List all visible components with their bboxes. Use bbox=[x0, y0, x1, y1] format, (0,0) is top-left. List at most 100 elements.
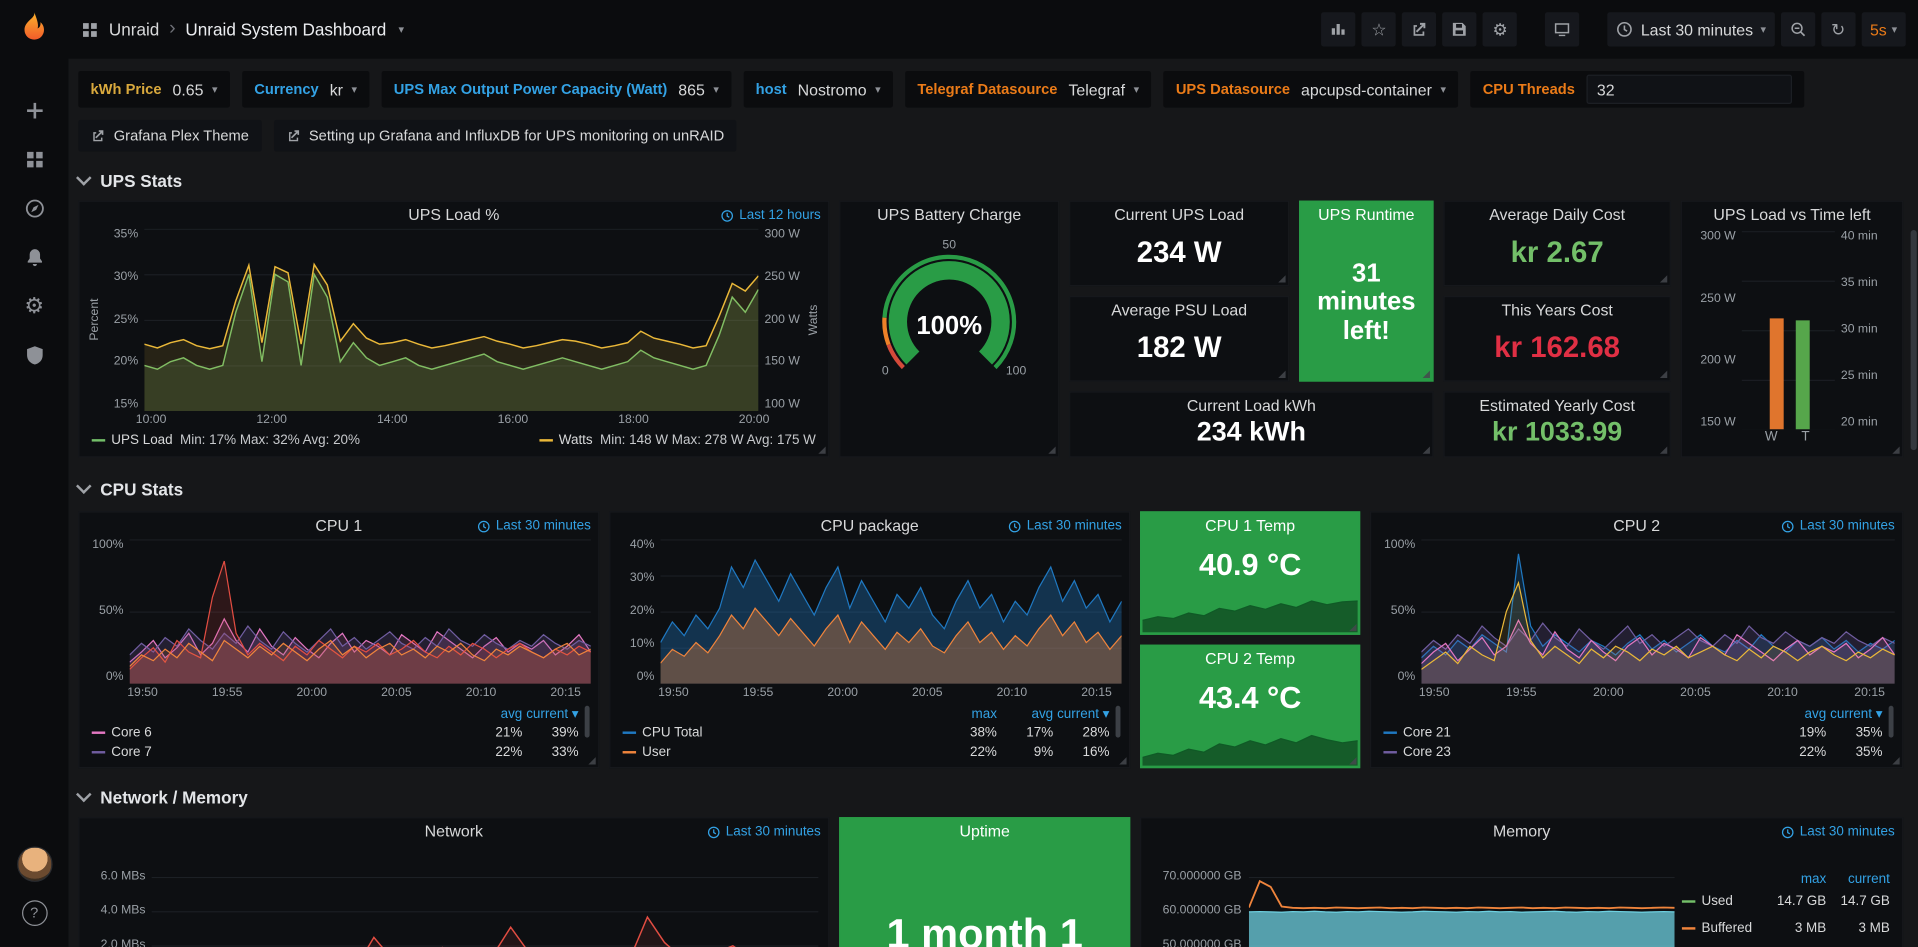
legend-column-header[interactable]: avg bbox=[1031, 706, 1054, 722]
panel-ups-battery-charge: UPS Battery Charge 0 50 100 100% bbox=[839, 200, 1060, 458]
plot-area[interactable] bbox=[1248, 847, 1675, 947]
variable-currency[interactable]: Currency kr ▾ bbox=[242, 70, 370, 108]
legend-column-header[interactable]: current bbox=[1847, 871, 1890, 887]
variable-value[interactable]: Nostromo bbox=[797, 80, 867, 99]
panel-title[interactable]: Uptime bbox=[959, 821, 1010, 841]
variable-value[interactable]: 865 bbox=[678, 80, 705, 99]
save-dashboard-button[interactable] bbox=[1442, 12, 1477, 47]
chevron-down-icon[interactable]: ▾ bbox=[398, 22, 405, 35]
variable-ups-datasource[interactable]: UPS Datasource apcupsd-container ▾ bbox=[1163, 70, 1459, 108]
sidebar-dashboards-button[interactable] bbox=[0, 135, 68, 184]
star-dashboard-button[interactable]: ☆ bbox=[1361, 12, 1397, 47]
legend-scrollbar[interactable] bbox=[1888, 705, 1894, 738]
panel-title[interactable]: Network bbox=[424, 821, 483, 841]
legend-column-header[interactable]: current ▾ bbox=[1830, 707, 1883, 722]
time-override[interactable]: Last 30 minutes bbox=[477, 519, 591, 533]
sidebar-help-button[interactable]: ? bbox=[0, 888, 68, 937]
variable-ups-max-output[interactable]: UPS Max Output Power Capacity (Watt) 865… bbox=[381, 70, 732, 108]
dashboard-title[interactable]: Unraid System Dashboard bbox=[185, 19, 387, 40]
refresh-interval-picker[interactable]: 5s ▾ bbox=[1861, 12, 1906, 47]
plot-area[interactable] bbox=[144, 228, 759, 411]
legend-row[interactable]: Buffered 3 MB 3 MB bbox=[1681, 915, 1890, 942]
plot-area[interactable] bbox=[129, 539, 591, 684]
user-avatar[interactable] bbox=[0, 839, 68, 888]
legend-row[interactable]: Used 14.7 GB 14.7 GB bbox=[1681, 888, 1890, 915]
time-override[interactable]: Last 30 minutes bbox=[1781, 824, 1895, 839]
page-scrollbar[interactable] bbox=[1910, 59, 1918, 947]
dashboards-grid-icon bbox=[26, 151, 43, 167]
sidebar-server-admin-button[interactable] bbox=[0, 330, 68, 379]
legend-row[interactable]: CPU Total 38% 17% 28% bbox=[622, 723, 1109, 743]
scrollbar-thumb[interactable] bbox=[1910, 229, 1917, 451]
cpu-threads-input[interactable] bbox=[1585, 74, 1792, 104]
plot-area[interactable] bbox=[1421, 539, 1895, 684]
legend-row[interactable]: Core 23 22% 35% bbox=[1383, 742, 1883, 762]
breadcrumb-folder[interactable]: Unraid bbox=[108, 19, 160, 40]
row-ups-stats[interactable]: UPS Stats bbox=[76, 170, 182, 192]
variable-kwh-price[interactable]: kWh Price 0.65 ▾ bbox=[78, 70, 230, 108]
legend-row[interactable]: Core 6 21% 39% bbox=[91, 723, 579, 743]
panel-title[interactable]: CPU 2 bbox=[1613, 516, 1661, 535]
plot-area[interactable] bbox=[1741, 231, 1835, 430]
sidebar-configuration-button[interactable]: ⚙ bbox=[0, 281, 68, 330]
variable-value[interactable]: Telegraf bbox=[1068, 80, 1126, 99]
panel-title[interactable]: This Years Cost bbox=[1501, 300, 1613, 320]
legend-item[interactable]: Watts Min: 148 W Max: 278 W Avg: 175 W bbox=[539, 433, 816, 448]
legend-row[interactable]: Core 7 22% 33% bbox=[91, 742, 579, 762]
link-ups-monitoring-guide[interactable]: Setting up Grafana and InfluxDB for UPS … bbox=[273, 119, 737, 152]
legend-column-header[interactable]: current ▾ bbox=[1057, 707, 1110, 722]
legend-column-header[interactable]: current ▾ bbox=[526, 707, 579, 722]
add-panel-button[interactable] bbox=[1321, 12, 1356, 47]
panel-title[interactable]: UPS Load vs Time left bbox=[1713, 205, 1871, 224]
legend-column-header[interactable]: avg bbox=[500, 706, 523, 722]
plot-area[interactable] bbox=[151, 847, 819, 947]
variable-cpu-threads[interactable]: CPU Threads bbox=[1470, 70, 1804, 108]
variable-value[interactable]: kr bbox=[329, 80, 343, 99]
row-cpu-stats[interactable]: CPU Stats bbox=[76, 478, 183, 500]
legend-column-header[interactable]: max bbox=[971, 706, 997, 722]
time-override[interactable]: Last 30 minutes bbox=[1008, 519, 1122, 533]
panel-title[interactable]: CPU 1 Temp bbox=[1205, 516, 1296, 535]
sidebar-create-button[interactable] bbox=[0, 86, 68, 135]
panel-title[interactable]: Current UPS Load bbox=[1114, 205, 1245, 224]
panel-title[interactable]: CPU 1 bbox=[315, 516, 363, 535]
time-override[interactable]: Last 30 minutes bbox=[1781, 519, 1895, 533]
variable-value[interactable]: 0.65 bbox=[172, 80, 204, 99]
plot-area[interactable] bbox=[660, 539, 1122, 684]
legend-row[interactable]: Core 21 19% 35% bbox=[1383, 723, 1883, 743]
variable-label: UPS Datasource bbox=[1175, 80, 1291, 98]
time-override[interactable]: Last 30 minutes bbox=[707, 824, 821, 839]
variable-telegraf-datasource[interactable]: Telegraf Datasource Telegraf ▾ bbox=[905, 70, 1152, 108]
tv-mode-button[interactable] bbox=[1545, 12, 1580, 47]
sidebar-explore-button[interactable] bbox=[0, 183, 68, 232]
legend-scrollbar[interactable] bbox=[1115, 705, 1121, 738]
legend-row[interactable]: User 22% 9% 16% bbox=[622, 742, 1109, 762]
variable-host[interactable]: host Nostromo ▾ bbox=[743, 70, 893, 108]
panel-title[interactable]: Memory bbox=[1492, 821, 1551, 841]
panel-title[interactable]: UPS Runtime bbox=[1318, 205, 1415, 224]
refresh-button[interactable]: ↻ bbox=[1821, 12, 1856, 47]
panel-title[interactable]: CPU 2 Temp bbox=[1205, 649, 1296, 668]
panel-title[interactable]: Current Load kWh bbox=[1186, 396, 1316, 415]
sidebar-alerting-button[interactable] bbox=[0, 232, 68, 281]
legend-item[interactable]: UPS Load Min: 17% Max: 32% Avg: 20% bbox=[91, 433, 360, 448]
zoom-out-button[interactable] bbox=[1780, 12, 1815, 47]
variable-value[interactable]: apcupsd-container bbox=[1301, 80, 1432, 99]
panel-title[interactable]: Average PSU Load bbox=[1111, 300, 1248, 320]
share-dashboard-button[interactable] bbox=[1402, 12, 1437, 47]
panel-title[interactable]: CPU package bbox=[820, 516, 919, 535]
row-network-memory[interactable]: Network / Memory bbox=[76, 786, 248, 809]
panel-title[interactable]: UPS Battery Charge bbox=[877, 205, 1022, 224]
panel-title[interactable]: Average Daily Cost bbox=[1489, 205, 1626, 224]
legend-swatch bbox=[1681, 899, 1696, 904]
legend-scrollbar[interactable] bbox=[584, 705, 590, 738]
link-grafana-plex-theme[interactable]: Grafana Plex Theme bbox=[78, 119, 262, 152]
grafana-logo-icon[interactable] bbox=[13, 10, 55, 52]
panel-title[interactable]: Estimated Yearly Cost bbox=[1479, 396, 1635, 415]
panel-title[interactable]: UPS Load % bbox=[408, 205, 500, 224]
legend-column-header[interactable]: max bbox=[1800, 871, 1827, 887]
dashboard-settings-button[interactable]: ⚙ bbox=[1483, 12, 1518, 47]
time-range-picker[interactable]: Last 30 minutes ▾ bbox=[1607, 12, 1775, 47]
time-override[interactable]: Last 12 hours bbox=[721, 208, 821, 223]
legend-column-header[interactable]: avg bbox=[1804, 706, 1827, 722]
